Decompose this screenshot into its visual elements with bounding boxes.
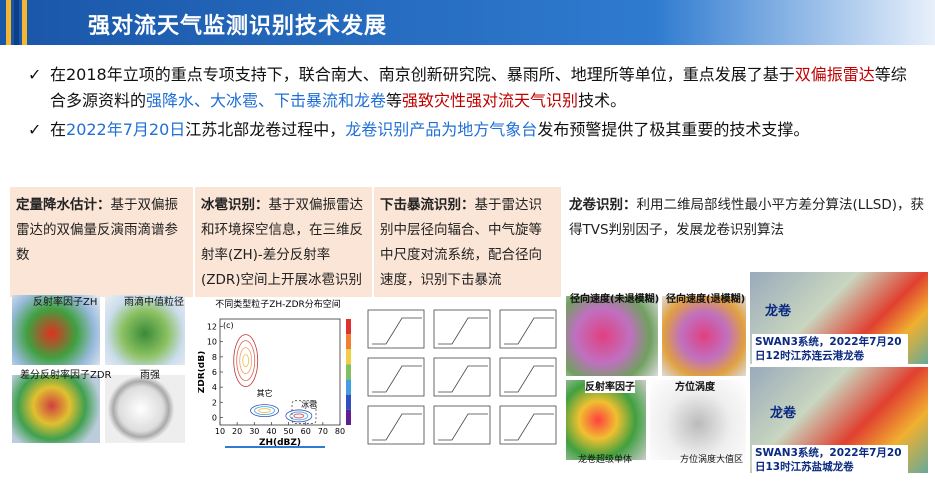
contour	[236, 340, 256, 382]
radar-image	[566, 296, 658, 376]
image-label: 龙卷超级单体	[578, 455, 633, 465]
bullet-segment: 龙卷识别产品为地方气象台	[345, 120, 538, 139]
panel-text: 利用二维局部线性最小平方差分算法(LLSD)，获得TVS判别因子，发展龙卷识别算…	[569, 197, 925, 238]
annotation: 冰雹	[301, 400, 317, 410]
image-label: 径向速度(未退模糊)	[570, 294, 660, 305]
radar-image	[12, 295, 100, 365]
y-tick-label: 12	[207, 323, 217, 332]
x-tick-label: 50	[283, 427, 293, 436]
bullet: ✓ 在2022年7月20日江苏北部龙卷过程中，龙卷识别产品为地方气象台发布预警提供…	[28, 120, 810, 139]
panel-tag: (c)	[223, 321, 234, 330]
x-axis-label: ZH(dBZ)	[259, 438, 301, 447]
colorbar	[346, 319, 351, 335]
annotation: 其它	[257, 388, 273, 398]
radar-image	[650, 380, 746, 460]
radar-image	[105, 295, 185, 365]
chart-title: 不同类型粒子ZH-ZDR分布空间	[215, 298, 341, 310]
panel: 冰雹识别：基于双偏振雷达和环境探空信息，在三维反射率(ZH)-差分反射率(ZDR…	[195, 187, 372, 297]
colorbar	[346, 364, 351, 380]
bullet: ✓ 在2018年立项的重点专项支持下，联合南大、南京创新研究院、暴雨所、地理所等单…	[28, 65, 907, 110]
bullet-segment: 等	[386, 91, 403, 110]
bullet-segment: 发布预警提供了极其重要的技术支撑。	[537, 120, 810, 139]
contour	[239, 347, 253, 375]
panel-text: 基于双偏振雷达和环境探空信息，在三维反射率(ZH)-差分反射率(ZDR)空间上开…	[201, 197, 363, 288]
header-bar	[0, 0, 935, 45]
title: 强对流天气监测识别技术发展	[88, 14, 388, 39]
y-axis-label: ZDR(dB)	[198, 351, 207, 393]
radar-image	[105, 375, 185, 443]
image-label: 方位涡度	[675, 382, 715, 393]
panel-title: 冰雹识别：	[201, 197, 269, 213]
image-label: 反射率因子	[585, 378, 635, 393]
stripe	[22, 0, 27, 45]
colorbar	[346, 349, 351, 365]
colorbar	[346, 334, 351, 350]
bullet-segment: 2022年7月20日	[66, 120, 186, 139]
y-tick-label: 4	[212, 383, 217, 392]
panel-text: 基于双偏振雷达的双偏量反演雨滴谱参数	[16, 197, 178, 263]
bullet-segment: 等综合多源资料的	[50, 65, 907, 110]
contour	[254, 406, 275, 416]
panel: 下击暴流识别：基于雷达识别中层径向辐合、中气旋等中尺度对流系统，配合径向速度，识…	[374, 187, 561, 297]
y-tick-label: 6	[212, 368, 217, 377]
panel-title: 龙卷识别：	[569, 197, 637, 213]
contour	[250, 404, 279, 418]
panel-title: 下击暴流识别：	[380, 197, 475, 213]
contour	[242, 354, 250, 368]
y-tick-label: 10	[207, 338, 217, 347]
contour	[289, 411, 309, 421]
tornado-tag: 龙卷	[770, 406, 797, 421]
contour	[285, 409, 313, 423]
bullet-segment: 江苏北部龙卷过程中，	[185, 120, 346, 139]
contour	[258, 408, 271, 414]
x-tick-label: 10	[215, 427, 225, 436]
colorbar	[346, 409, 351, 425]
x-tick-label: 70	[318, 427, 328, 436]
tornado-tag: 龙卷	[765, 304, 792, 319]
x-tick-label: 40	[266, 427, 276, 436]
colorbar	[346, 379, 351, 395]
radar-image	[12, 375, 100, 443]
contour	[293, 413, 305, 419]
bullet-segment: 在	[50, 120, 67, 139]
panel-title: 定量降水估计：	[16, 197, 111, 213]
stripe	[14, 0, 19, 45]
x-tick-label: 20	[232, 427, 242, 436]
underline	[225, 446, 325, 448]
stripe	[6, 0, 11, 45]
colorbar	[346, 394, 351, 410]
x-tick-label: 30	[249, 427, 259, 436]
y-tick-label: 2	[212, 398, 217, 407]
radar-image	[566, 380, 646, 460]
image-caption: SWAN3系统，2022年7月20日12时江苏连云港龙卷	[752, 334, 908, 364]
panel-text: 基于雷达识别中层径向辐合、中气旋等中尺度对流系统，配合径向速度，识别下击暴流	[380, 197, 542, 288]
membership-plots	[367, 309, 557, 445]
y-tick-label: 8	[212, 353, 217, 362]
panel: 定量降水估计：基于双偏振雷达的双偏量反演雨滴谱参数	[10, 187, 193, 297]
x-tick-label: 80	[335, 427, 345, 436]
bullet-segment: 强降水、大冰雹、下击暴流和龙卷	[146, 91, 387, 110]
hail-box	[291, 400, 317, 424]
contour	[233, 334, 259, 388]
y-tick-label: 0	[212, 413, 217, 422]
bullet-segment: 强致灾性强对流天气识别	[402, 91, 579, 110]
image-label: 径向速度(退模糊)	[666, 294, 746, 305]
image-label: 雨强	[140, 370, 160, 381]
bullet-segment: 技术。	[578, 91, 627, 110]
bullet-segment: 双偏振雷达	[794, 65, 875, 84]
image-caption: SWAN3系统，2022年7月20日13时江苏盐城龙卷	[752, 445, 908, 475]
x-tick-label: 60	[301, 427, 311, 436]
image-label: 差分反射率因子ZDR	[20, 370, 112, 381]
bullet-segment: 在2018年立项的重点专项支持下，联合南大、南京创新研究院、暴雨所、地理所等单位…	[50, 65, 795, 84]
image-label: 反射率因子ZH	[33, 297, 98, 308]
radar-image	[662, 296, 746, 376]
image-label: 方位涡度大值区	[680, 455, 744, 465]
image-label: 雨滴中值粒径	[124, 297, 184, 308]
